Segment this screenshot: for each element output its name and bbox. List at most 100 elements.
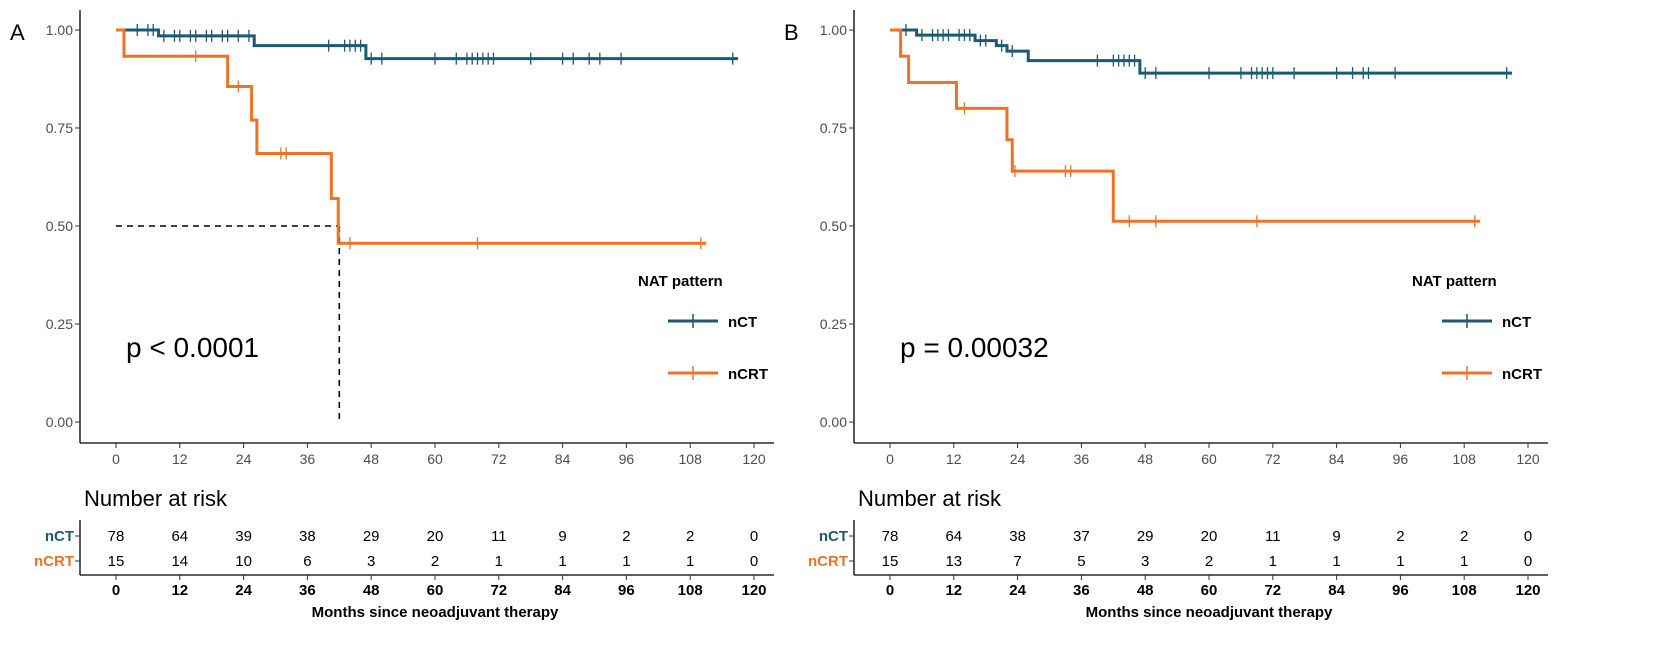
risk-x-tick-label: 108 — [1452, 582, 1477, 599]
risk-x-tick-label: 72 — [1264, 582, 1281, 599]
legend: NAT pattern nCT nCRT — [638, 273, 768, 383]
x-tick-label: 36 — [1074, 451, 1090, 467]
y-tick-label: 0.50 — [46, 218, 73, 234]
risk-value: 29 — [363, 528, 380, 545]
x-tick-label: 72 — [491, 451, 507, 467]
y-tick-label: 0.75 — [820, 120, 847, 136]
x-tick-label: 120 — [1516, 451, 1540, 467]
risk-value: 0 — [750, 528, 758, 545]
risk-value: 1 — [558, 553, 566, 570]
legend: NAT pattern nCT nCRT — [1412, 273, 1542, 383]
x-tick-label: 12 — [946, 451, 962, 467]
risk-value: 14 — [171, 553, 188, 570]
risk-value: 1 — [686, 553, 694, 570]
risk-value: 7 — [1013, 553, 1021, 570]
risk-value: 20 — [427, 528, 444, 545]
x-tick-label: 24 — [236, 451, 252, 467]
risk-x-tick-label: 48 — [1137, 582, 1154, 599]
risk-value: 11 — [491, 528, 507, 545]
x-tick-label: 24 — [1010, 451, 1026, 467]
risk-value: 15 — [882, 553, 899, 570]
x-tick-label: 96 — [619, 451, 635, 467]
legend-label-nCRT: nCRT — [728, 366, 768, 383]
risk-value: 1 — [622, 553, 630, 570]
x-tick-label: 12 — [172, 451, 188, 467]
risk-x-tick-label: 24 — [1009, 582, 1026, 599]
x-axis-title: Months since neoadjuvant therapy — [312, 604, 559, 621]
legend-label-nCT: nCT — [1502, 314, 1531, 331]
y-tick-label: 0.00 — [820, 414, 847, 430]
risk-x-tick-label: 96 — [618, 582, 635, 599]
risk-value: 1 — [1460, 553, 1468, 570]
risk-x-tick-label: 12 — [171, 582, 188, 599]
x-tick-label: 72 — [1265, 451, 1281, 467]
x-tick-label: 36 — [300, 451, 316, 467]
risk-x-tick-label: 72 — [490, 582, 507, 599]
x-tick-label: 96 — [1393, 451, 1409, 467]
curve-nCT — [116, 28, 739, 61]
risk-row-label-nCRT: nCRT — [808, 553, 848, 570]
panel-b: B0.000.250.500.751.000 12 24 36 48 60 72 84 96 10… — [784, 10, 1548, 621]
risk-value: 38 — [1009, 528, 1026, 545]
x-tick-label: 84 — [1329, 451, 1345, 467]
risk-x-tick-label: 36 — [299, 582, 316, 599]
risk-row-label-nCT: nCT — [819, 528, 848, 545]
y-tick-label: 0.00 — [46, 414, 73, 430]
x-tick-label: 84 — [555, 451, 571, 467]
panel-letter: A — [10, 20, 25, 45]
risk-value: 3 — [1141, 553, 1149, 570]
risk-value: 2 — [622, 528, 630, 545]
risk-value: 78 — [882, 528, 899, 545]
risk-value: 1 — [1332, 553, 1340, 570]
risk-table-title: Number at risk — [84, 486, 228, 511]
risk-value: 3 — [367, 553, 375, 570]
p-value: p < 0.0001 — [126, 332, 259, 363]
y-tick-label: 0.25 — [46, 316, 73, 332]
risk-value: 1 — [1269, 553, 1277, 570]
risk-x-tick-label: 108 — [678, 582, 703, 599]
legend-label-nCT: nCT — [728, 314, 757, 331]
risk-value: 2 — [1460, 528, 1468, 545]
x-tick-label: 0 — [112, 451, 120, 467]
curve-nCRT — [116, 28, 707, 245]
x-tick-label: 120 — [742, 451, 766, 467]
risk-value: 15 — [108, 553, 125, 570]
risk-value: 0 — [750, 553, 758, 570]
risk-value: 6 — [303, 553, 311, 570]
risk-x-tick-label: 48 — [363, 582, 380, 599]
risk-x-tick-label: 60 — [427, 582, 444, 599]
risk-x-tick-label: 84 — [1328, 582, 1345, 599]
risk-value: 37 — [1073, 528, 1090, 545]
risk-value: 78 — [108, 528, 125, 545]
curve-nCT — [890, 28, 1513, 75]
risk-x-tick-label: 24 — [235, 582, 252, 599]
risk-row-label-nCRT: nCRT — [34, 553, 74, 570]
risk-x-tick-label: 36 — [1073, 582, 1090, 599]
risk-x-tick-label: 96 — [1392, 582, 1409, 599]
x-axis-title: Months since neoadjuvant therapy — [1086, 604, 1333, 621]
y-tick-label: 0.75 — [46, 120, 73, 136]
risk-x-tick-label: 120 — [741, 582, 766, 599]
risk-value: 5 — [1077, 553, 1085, 570]
curve-nCRT — [890, 28, 1481, 223]
risk-value: 9 — [1332, 528, 1340, 545]
risk-x-tick-label: 0 — [112, 582, 120, 599]
risk-row-label-nCT: nCT — [45, 528, 74, 545]
panel-a: A0.000.250.500.751.000 12 24 36 48 60 72 84 96 10… — [10, 10, 774, 621]
x-tick-label: 48 — [363, 451, 379, 467]
risk-value: 13 — [945, 553, 962, 570]
risk-value: 11 — [1265, 528, 1281, 545]
risk-value: 20 — [1201, 528, 1218, 545]
risk-value: 10 — [235, 553, 252, 570]
risk-value: 64 — [171, 528, 188, 545]
risk-x-tick-label: 12 — [945, 582, 962, 599]
y-tick-label: 0.25 — [820, 316, 847, 332]
p-value: p = 0.00032 — [900, 332, 1049, 363]
x-tick-label: 0 — [886, 451, 894, 467]
risk-table-title: Number at risk — [858, 486, 1002, 511]
risk-value: 1 — [1396, 553, 1404, 570]
risk-value: 29 — [1137, 528, 1154, 545]
